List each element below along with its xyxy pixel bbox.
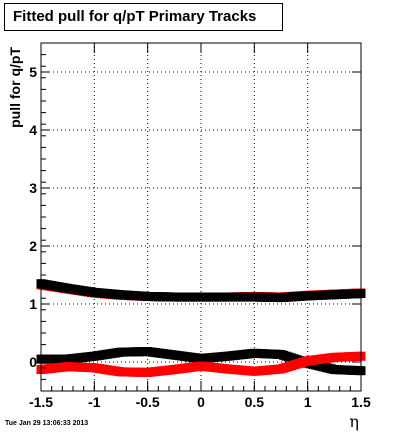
y-tick-label: 0 [29,354,37,370]
series-4 [36,351,366,377]
x-tick-label: -1.5 [29,394,53,410]
label-layer: -1.5 -1 -0.5 0 0.5 1 1.5 0 1 2 3 4 5 η pull for q/pT [7,47,371,431]
chart-title: Fitted pull for q/pT Primary Tracks [13,8,257,25]
x-axis-title: η [349,412,359,431]
x-tick-label: 1 [304,394,312,410]
y-axis-title: pull for q/pT [7,47,23,128]
x-tick-label: 0 [197,394,205,410]
grid-layer [40,43,362,391]
y-tick-label: 1 [29,296,37,312]
tick-layer [40,42,362,392]
marks-layer [36,279,366,377]
y-tick-label: 4 [29,122,37,138]
timestamp-footer: Tue Jan 29 13:06:33 2013 [5,420,89,427]
x-tick-label: 0.5 [245,394,265,410]
x-tick-label: -1 [88,394,101,410]
y-tick-label: 5 [29,64,37,80]
y-tick-label: 2 [29,238,37,254]
x-tick-label: 1.5 [351,394,371,410]
series-2 [36,279,366,303]
x-tick-label: -0.5 [136,394,160,410]
y-tick-label: 3 [29,180,37,196]
chart-title-box: Fitted pull for q/pT Primary Tracks [4,3,283,31]
